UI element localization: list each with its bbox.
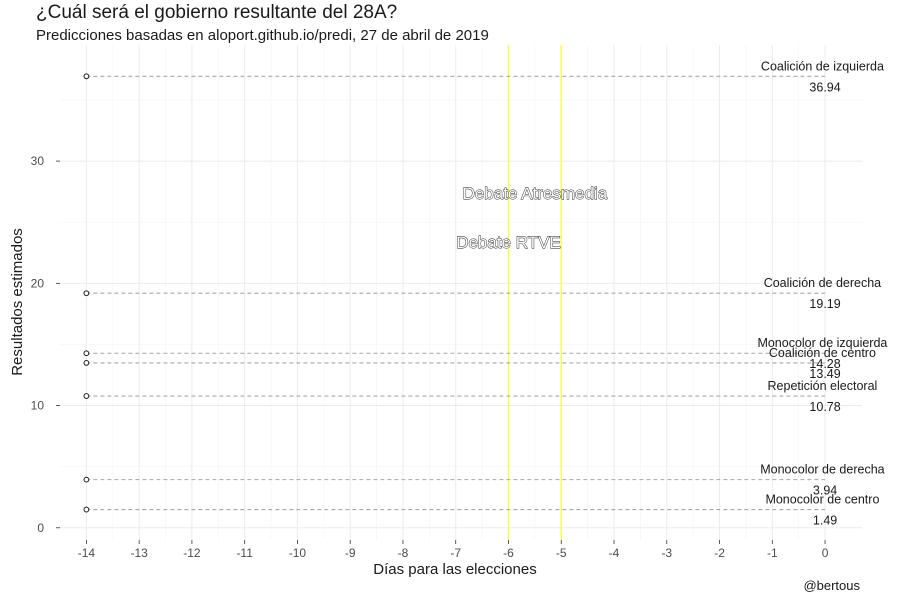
series-name-label: Repetición electoral bbox=[768, 379, 878, 393]
series-value-label: 10.78 bbox=[809, 400, 840, 414]
series-point bbox=[83, 73, 90, 80]
series-name-label: Monocolor de centro bbox=[765, 493, 879, 507]
series-value-label: 36.94 bbox=[809, 80, 840, 94]
series-point bbox=[83, 393, 90, 399]
series-point bbox=[83, 360, 90, 366]
x-tick-label: -7 bbox=[450, 546, 461, 560]
chart-title: ¿Cuál será el gobierno resultante del 28… bbox=[36, 2, 398, 23]
x-tick-label: -11 bbox=[236, 546, 253, 560]
series-name-label: Coalición de izquierda bbox=[761, 59, 884, 73]
x-tick-label: -10 bbox=[289, 546, 307, 560]
debate-vertical-lines bbox=[507, 45, 562, 540]
grid-lines bbox=[60, 45, 862, 540]
y-tick-label: 20 bbox=[31, 276, 45, 290]
x-tick-label: -1 bbox=[767, 546, 778, 560]
x-tick-label: -13 bbox=[130, 546, 148, 560]
series-value-label: 19.19 bbox=[809, 297, 840, 311]
x-tick-label: -5 bbox=[556, 546, 567, 560]
chart-caption: @bertous bbox=[803, 578, 860, 593]
series-point bbox=[83, 290, 90, 297]
chart-subtitle: Predicciones basadas en aloport.github.i… bbox=[36, 27, 489, 44]
debate-annotations: Debate Atresmedia Debate RTVE bbox=[456, 184, 608, 253]
x-axis-title: Días para las elecciones bbox=[373, 561, 536, 578]
series-labels: Coalición de izquierda 36.94 Coalición de … bbox=[757, 59, 887, 527]
x-tick-label: -2 bbox=[714, 546, 725, 560]
y-tick-label: 0 bbox=[37, 521, 44, 535]
series-name-label: Monocolor de izquierda bbox=[757, 336, 887, 350]
series-value-label: 1.49 bbox=[813, 514, 837, 528]
x-tick-label: -4 bbox=[609, 546, 620, 560]
series-name-label: Coalición de centro bbox=[769, 346, 876, 360]
series-name-label: Monocolor de derecha bbox=[760, 463, 884, 477]
series-name-label: Coalición de derecha bbox=[764, 276, 881, 290]
series-point bbox=[83, 350, 90, 357]
series-point bbox=[83, 476, 90, 483]
y-tick-label: 30 bbox=[31, 154, 45, 168]
y-axis-ticks: 0 10 20 30 bbox=[31, 154, 60, 535]
series-points bbox=[83, 73, 90, 513]
series-value-label: 14.28 bbox=[809, 357, 840, 371]
series-value-label: 13.49 bbox=[809, 367, 840, 381]
x-axis-ticks: -14 -13 -12 -11 -10 -9 -8 -7 -6 -5 -4 -3 -2 -1 0 bbox=[78, 540, 829, 560]
series-point bbox=[83, 506, 90, 513]
x-tick-label: -3 bbox=[661, 546, 672, 560]
y-axis-title: Resultados estimados bbox=[9, 228, 26, 376]
x-tick-label: -12 bbox=[183, 546, 201, 560]
x-tick-label: -9 bbox=[345, 546, 356, 560]
y-tick-label: 10 bbox=[31, 399, 45, 413]
x-tick-label: -6 bbox=[503, 546, 514, 560]
x-tick-label: 0 bbox=[822, 546, 829, 560]
x-tick-label: -14 bbox=[78, 546, 96, 560]
series-value-label: 3.94 bbox=[813, 484, 837, 498]
x-tick-label: -8 bbox=[398, 546, 409, 560]
debate-annotation: Debate Atresmedia bbox=[463, 184, 608, 203]
debate-annotation: Debate RTVE bbox=[456, 233, 561, 252]
